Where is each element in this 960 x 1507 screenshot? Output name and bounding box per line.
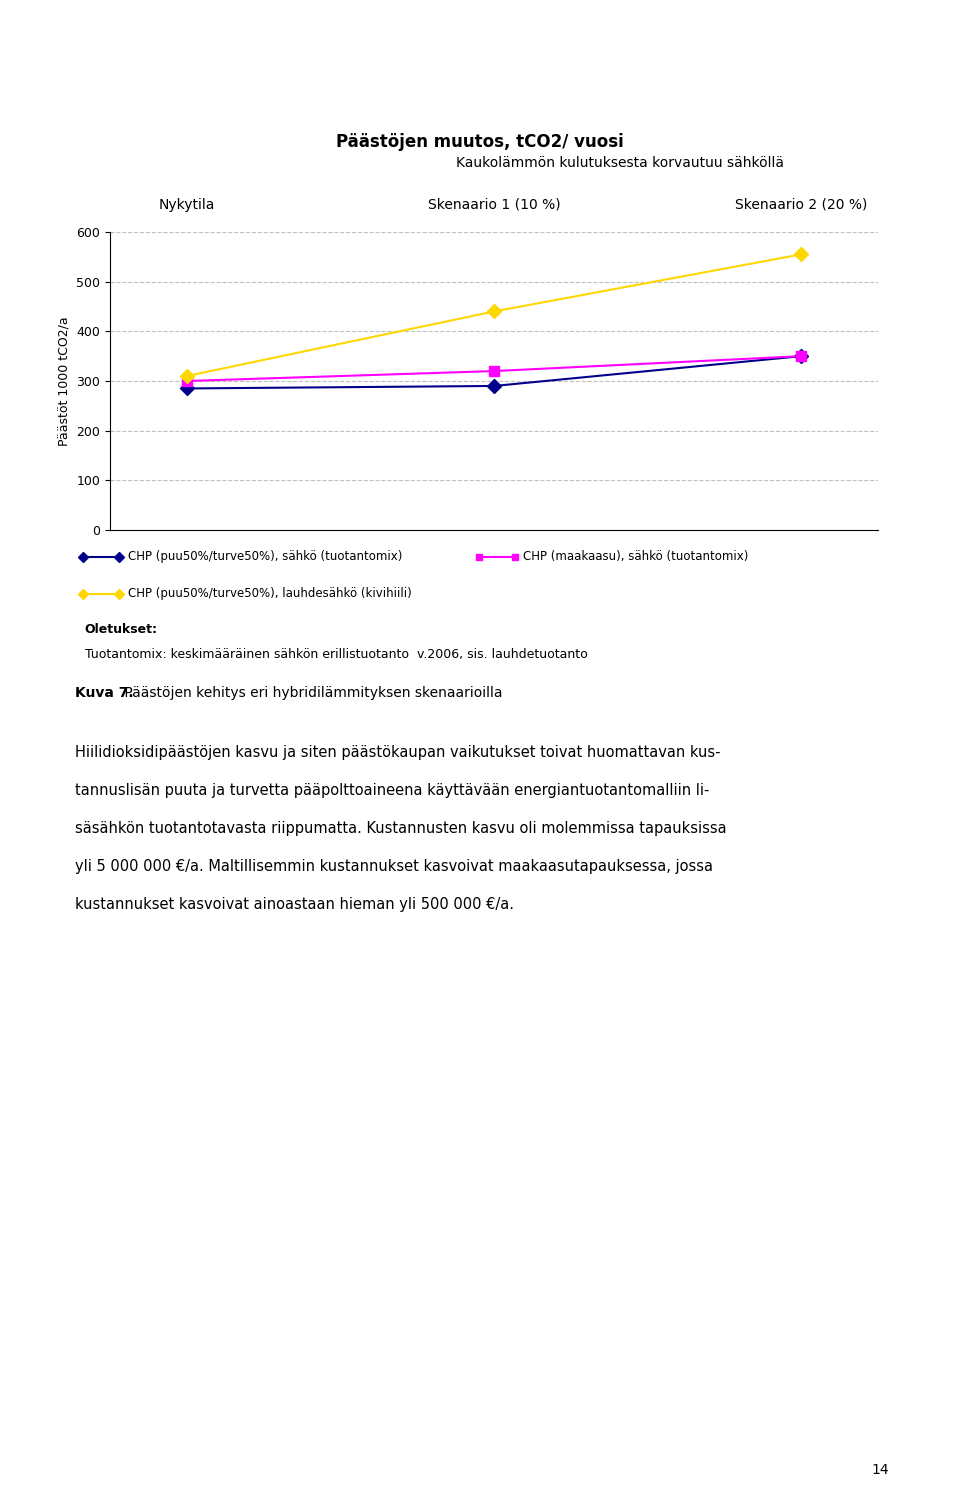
Text: Oletukset:: Oletukset: (84, 622, 157, 636)
Y-axis label: Päästöt 1000 tCO2/a: Päästöt 1000 tCO2/a (58, 316, 71, 446)
Text: Skenaario 2 (20 %): Skenaario 2 (20 %) (735, 197, 868, 212)
Text: kustannukset kasvoivat ainoastaan hieman yli 500 000 €/a.: kustannukset kasvoivat ainoastaan hieman… (75, 897, 514, 912)
Text: Tuotantomix: keskimääräinen sähkön erillistuotanto  v.2006, sis. lauhdetuotanto: Tuotantomix: keskimääräinen sähkön erill… (84, 648, 588, 662)
Text: CHP (puu50%/turve50%), sähkö (tuotantomix): CHP (puu50%/turve50%), sähkö (tuotantomi… (128, 550, 402, 564)
Text: Päästöjen muutos, tCO2/ vuosi: Päästöjen muutos, tCO2/ vuosi (336, 133, 624, 151)
Text: tannuslisän puuta ja turvetta pääpolttoaineena käyttävään energiantuotantomallii: tannuslisän puuta ja turvetta pääpolttoa… (75, 784, 709, 799)
Text: CHP (maakaasu), sähkö (tuotantomix): CHP (maakaasu), sähkö (tuotantomix) (523, 550, 749, 564)
Text: CHP (puu50%/turve50%), lauhdesähkö (kivihiili): CHP (puu50%/turve50%), lauhdesähkö (kivi… (128, 588, 411, 600)
Text: yli 5 000 000 €/a. Maltillisemmin kustannukset kasvoivat maakaasutapauksessa, jo: yli 5 000 000 €/a. Maltillisemmin kustan… (75, 859, 713, 874)
Text: 14: 14 (871, 1463, 889, 1477)
Text: Hiilidioksidipäästöjen kasvu ja siten päästökaupan vaikutukset toivat huomattava: Hiilidioksidipäästöjen kasvu ja siten pä… (75, 744, 721, 760)
Text: Nykytila: Nykytila (158, 197, 215, 212)
Text: Kuva 7.: Kuva 7. (75, 686, 133, 699)
Text: Kaukolämmön kulutuksesta korvautuu sähköllä: Kaukolämmön kulutuksesta korvautuu sähkö… (456, 157, 784, 170)
Text: Päästöjen kehitys eri hybridilämmityksen skenaarioilla: Päästöjen kehitys eri hybridilämmityksen… (120, 686, 502, 699)
Text: säsähkön tuotantotavasta riippumatta. Kustannusten kasvu oli molemmissa tapauksi: säsähkön tuotantotavasta riippumatta. Ku… (75, 821, 727, 836)
Text: Skenaario 1 (10 %): Skenaario 1 (10 %) (428, 197, 561, 212)
